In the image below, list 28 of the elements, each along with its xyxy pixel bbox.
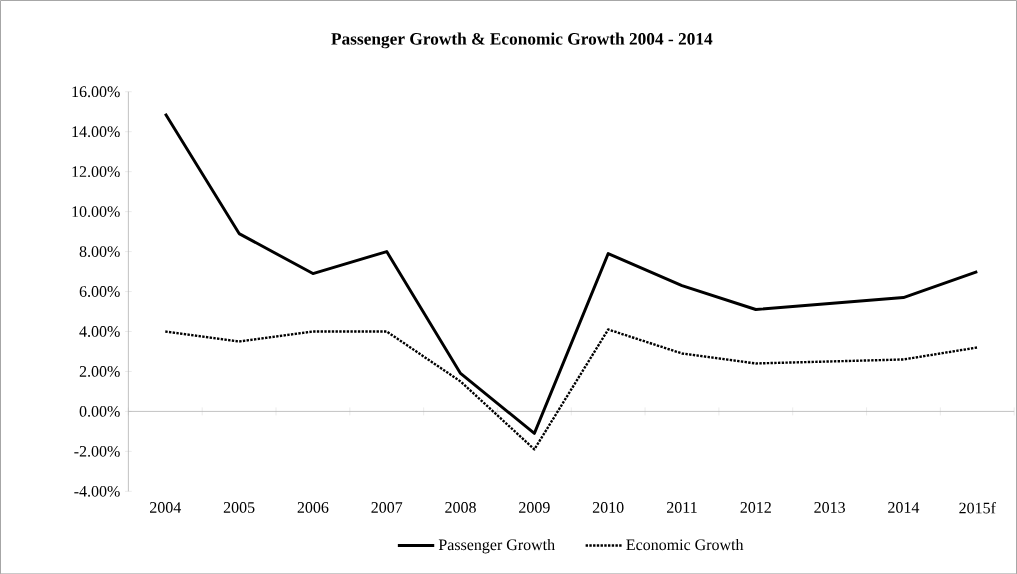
x-tick-label: 2012 <box>740 501 771 513</box>
x-tick-label: 2011 <box>667 501 697 513</box>
y-tick-label: -2.00% <box>74 445 120 457</box>
legend-label: Passenger Growth <box>438 538 555 554</box>
y-tick-label: 14.00% <box>72 126 120 137</box>
y-tick-label: -4.00% <box>74 485 120 497</box>
y-tick-label: 4.00% <box>79 325 120 337</box>
line-series <box>163 112 979 435</box>
y-tick-label: 12.00% <box>72 166 120 177</box>
y-tick-label: 16.00% <box>72 86 120 97</box>
y-tick-label: 6.00% <box>79 285 120 297</box>
y-tick-label: 10.00% <box>72 205 120 217</box>
line-series <box>164 328 979 451</box>
x-tick-label: 2005 <box>223 501 255 513</box>
x-tick-label: 2014 <box>888 501 920 513</box>
y-tick-label: 8.00% <box>79 245 120 257</box>
x-tick-label: 2006 <box>297 501 329 513</box>
x-tick-label: 2004 <box>150 501 182 513</box>
x-tick-label: 2009 <box>519 501 550 513</box>
x-tick-label: 2010 <box>592 501 624 513</box>
y-tick-label: 2.00% <box>79 365 120 377</box>
x-tick-label: 2007 <box>371 501 403 513</box>
x-tick-label: 2015f <box>959 501 996 514</box>
chart-title: Passenger Growth & Economic Growth 2004 - 2014 <box>331 32 713 49</box>
y-tick-label: 0.00% <box>79 405 120 417</box>
x-tick-label: 2013 <box>814 501 845 513</box>
x-tick-label: 2008 <box>445 501 476 513</box>
legend-label: Economic Growth <box>626 538 744 550</box>
